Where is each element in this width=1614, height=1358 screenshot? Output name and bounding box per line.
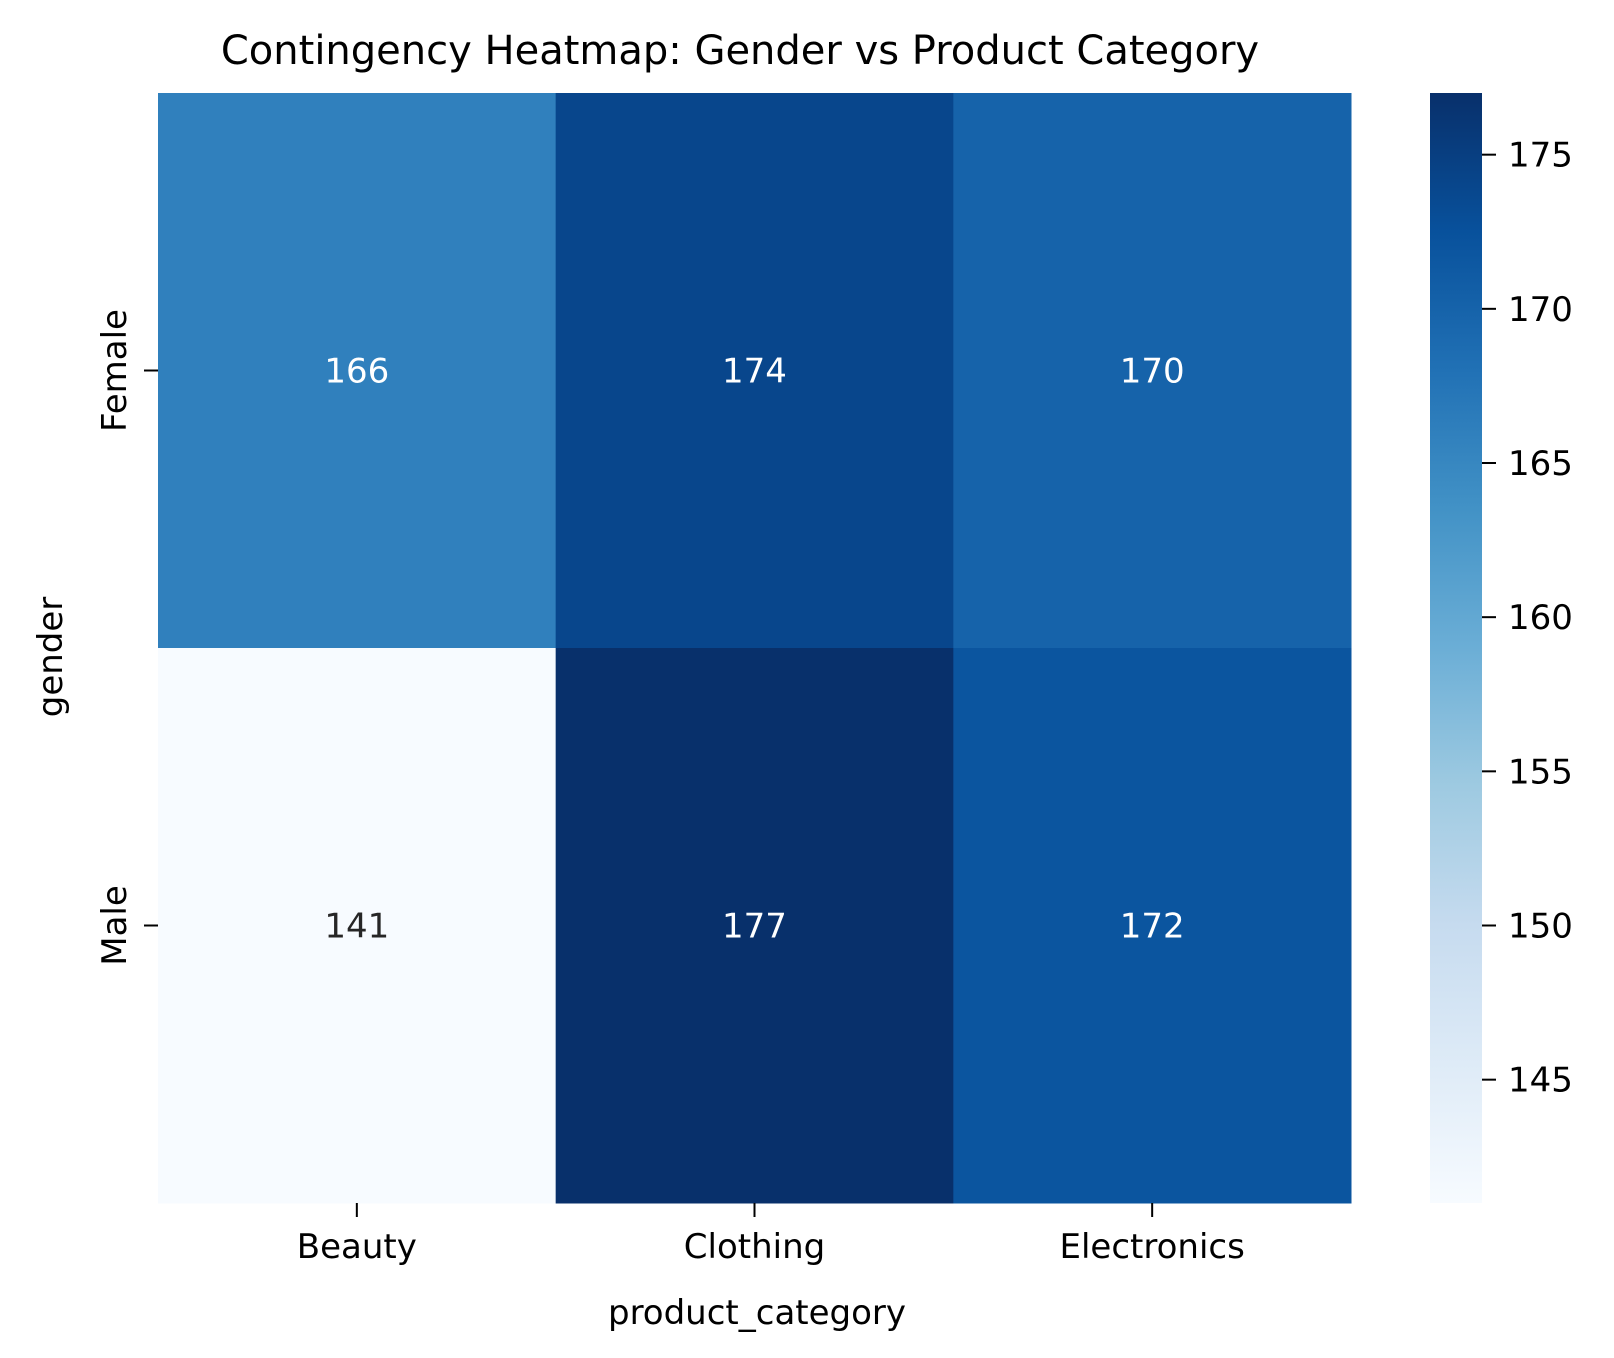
chart-title: Contingency Heatmap: Gender vs Product C…	[221, 28, 1259, 74]
colorbar	[1430, 93, 1482, 1203]
heatmap-cell-male-beauty	[158, 648, 557, 1204]
heatmap-cells	[158, 93, 1352, 1204]
colorbar-ticks: 145 150 155 160 165 170 175	[1482, 136, 1573, 1101]
x-tick-label: Beauty	[297, 1227, 417, 1267]
x-tick-label: Electronics	[1060, 1227, 1245, 1267]
cell-value-label: 177	[722, 907, 787, 947]
cell-annotations: 166 174 170 141 177 172	[324, 352, 1184, 947]
colorbar-tick-label: 175	[1508, 136, 1573, 176]
y-tick-label: Female	[95, 309, 135, 432]
x-tick-label: Clothing	[684, 1227, 825, 1267]
colorbar-tick-label: 160	[1508, 598, 1573, 638]
heatmap-cell-female-clothing	[555, 93, 954, 649]
x-axis-ticks: Beauty Clothing Electronics	[297, 1203, 1245, 1267]
colorbar-tick-label: 145	[1508, 1061, 1573, 1101]
cell-value-label: 166	[324, 352, 389, 392]
cell-value-label: 174	[722, 352, 787, 392]
y-axis-label: gender	[31, 597, 71, 718]
x-axis-label: product_category	[608, 1293, 906, 1333]
heatmap-cell-male-electronics	[953, 648, 1352, 1204]
heatmap-cell-female-electronics	[953, 93, 1352, 649]
colorbar-tick-label: 170	[1508, 290, 1573, 330]
y-axis-ticks: Female Male	[95, 309, 158, 966]
cell-value-label: 172	[1120, 907, 1185, 947]
y-tick-label: Male	[95, 885, 135, 966]
heatmap-cell-female-beauty	[158, 93, 557, 649]
colorbar-tick-label: 155	[1508, 752, 1573, 792]
heatmap-cell-male-clothing	[555, 648, 954, 1204]
cell-value-label: 170	[1120, 352, 1185, 392]
colorbar-tick-label: 150	[1508, 907, 1573, 947]
colorbar-tick-label: 165	[1508, 444, 1573, 484]
cell-value-label: 141	[324, 907, 389, 947]
